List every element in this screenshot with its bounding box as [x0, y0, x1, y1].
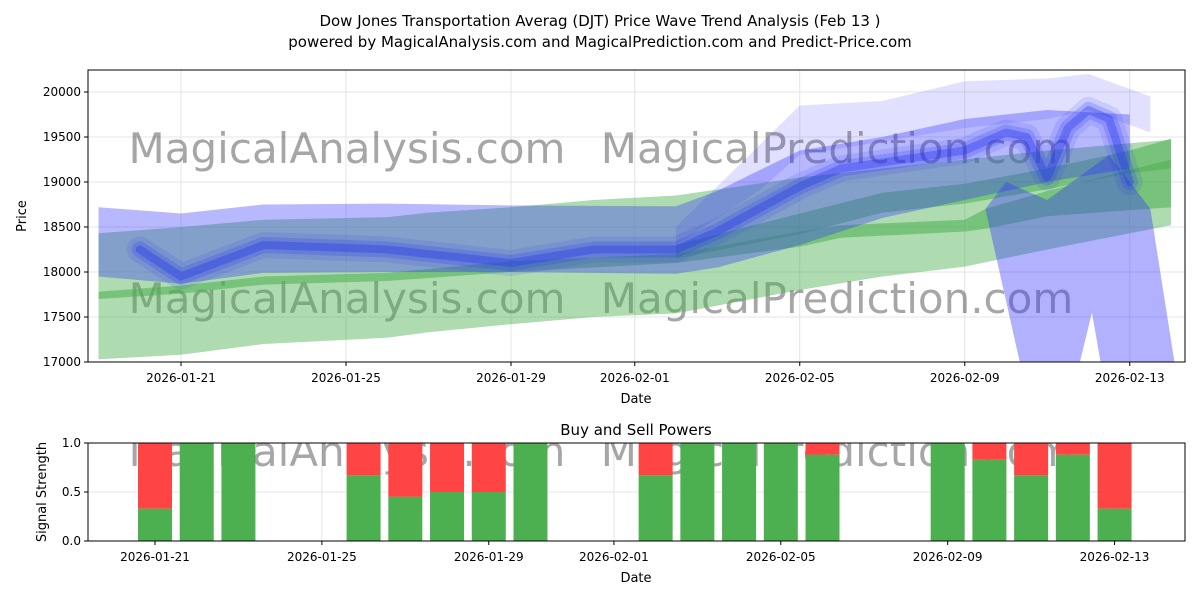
sell-bar	[638, 443, 673, 476]
buy-bar	[972, 459, 1007, 541]
wave-line	[131, 102, 1138, 285]
y-tick-label: 17500	[43, 310, 81, 324]
x-axis-label: Date	[620, 392, 651, 407]
x-tick-label: 2026-02-05	[765, 371, 835, 385]
x-tick-label: 2026-02-13	[1095, 371, 1165, 385]
watermark: MagicalAnalysis.com	[129, 124, 566, 173]
buy-bar	[930, 443, 965, 541]
buy-bar	[722, 443, 757, 541]
buy-bar	[805, 454, 840, 541]
y-tick-label: 1.0	[62, 436, 81, 450]
buy-bar	[221, 443, 256, 541]
plot-area	[98, 74, 1175, 362]
sell-bar	[1097, 443, 1132, 509]
x-tick-label: 2026-01-21	[146, 371, 216, 385]
plot-frame	[87, 69, 1186, 363]
wave-line	[126, 97, 1143, 290]
sell-bar	[471, 443, 506, 492]
x-tick-label: 2026-02-01	[600, 371, 670, 385]
x-tick-label: 2026-01-25	[287, 550, 357, 564]
y-tick-label: 20000	[43, 85, 81, 99]
y-tick-label: 18000	[43, 265, 81, 279]
x-tick-label: 2026-01-25	[311, 371, 381, 385]
y-axis-label: Signal Strength	[35, 442, 50, 542]
green-band	[676, 138, 1171, 259]
x-tick-label: 2026-02-01	[579, 550, 649, 564]
wave-tail	[985, 155, 1175, 362]
y-tick-label: 19000	[43, 175, 81, 189]
buy-bar	[1014, 475, 1049, 541]
y-tick-label: 0.5	[62, 485, 81, 499]
sell-bar	[1014, 443, 1049, 476]
x-axis-label: Date	[620, 571, 651, 586]
wave-line	[135, 106, 1134, 281]
y-tick-label: 17000	[43, 355, 81, 369]
watermark: MagicalPrediction.com	[601, 124, 1074, 173]
y-tick-label: 0.0	[62, 534, 81, 548]
buy-bar	[763, 443, 798, 541]
buy-bar	[471, 492, 506, 541]
buy-bar	[1055, 454, 1090, 541]
blue-band	[676, 74, 1151, 245]
green-band	[98, 159, 1171, 299]
y-axis-label: Price	[15, 200, 30, 232]
x-tick-label: 2026-01-29	[476, 371, 546, 385]
buy-bar	[346, 475, 381, 541]
sell-bar	[138, 443, 172, 509]
x-tick-label: 2026-02-09	[930, 371, 1000, 385]
y-tick-label: 19500	[43, 130, 81, 144]
buy-bar	[1097, 508, 1132, 541]
sell-bar	[388, 443, 423, 497]
subchart-title: Buy and Sell Powers	[560, 421, 712, 439]
buy-bar	[638, 475, 673, 541]
buy-bar	[513, 443, 548, 541]
sell-bar	[1055, 443, 1090, 455]
sell-bar	[805, 443, 840, 455]
buy-bar	[179, 443, 214, 541]
x-tick-label: 2026-02-13	[1080, 550, 1150, 564]
blue-band	[98, 110, 1130, 284]
sell-bar	[346, 443, 381, 476]
x-tick-label: 2026-01-21	[120, 550, 190, 564]
buy-bar	[680, 443, 715, 541]
x-tick-label: 2026-02-05	[746, 550, 816, 564]
x-tick-label: 2026-02-09	[913, 550, 983, 564]
buy-bar	[138, 508, 172, 541]
plot-frame	[87, 442, 1186, 542]
chart-title: Dow Jones Transportation Averag (DJT) Pr…	[319, 12, 880, 30]
chart-subtitle: powered by MagicalAnalysis.com and Magic…	[288, 33, 912, 51]
sell-bar	[430, 443, 465, 492]
watermark: MagicalPrediction.com	[601, 274, 1074, 323]
buy-bar	[388, 496, 423, 541]
buy-bar	[430, 492, 465, 541]
x-tick-label: 2026-01-29	[454, 550, 524, 564]
y-tick-label: 18500	[43, 220, 81, 234]
sell-bar	[972, 443, 1007, 460]
